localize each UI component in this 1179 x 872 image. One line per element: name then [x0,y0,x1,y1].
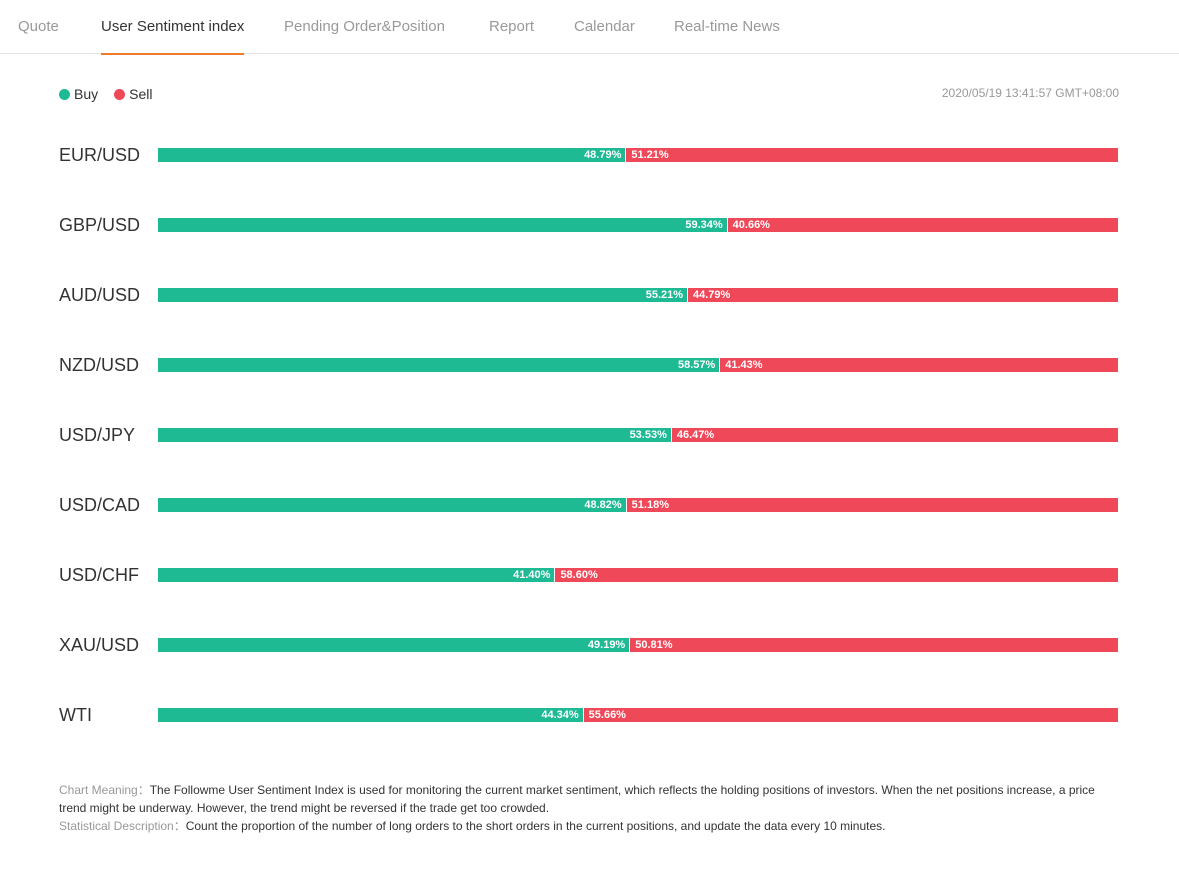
chart-meaning-label: Chart Meaning： [59,783,150,797]
tab-calendar[interactable]: Calendar [574,18,635,35]
sell-percent-label: 55.66% [588,709,626,721]
sell-bar-segment: 58.60% [555,568,1118,582]
buy-bar-segment: 41.40% [158,568,556,582]
tab-user-sentiment-index[interactable]: User Sentiment index [101,0,245,55]
tab-quote[interactable]: Quote [18,18,59,35]
sentiment-row: USD/CHF 41.40% 58.60% [0,560,1179,590]
buy-bar-segment: 48.79% [158,148,627,162]
buy-percent-label: 59.34% [685,219,723,231]
legend-sell[interactable]: Sell [114,86,152,102]
chart-meaning-text: The Followme User Sentiment Index is use… [59,783,1095,815]
buy-percent-label: 41.40% [513,569,551,581]
chart-notes: Chart Meaning：The Followme User Sentimen… [59,781,1119,835]
sentiment-row: GBP/USD 59.34% 40.66% [0,210,1179,240]
sell-percent-label: 46.47% [676,429,715,441]
sentiment-row: USD/JPY 53.53% 46.47% [0,420,1179,450]
tab-bar: Quote User Sentiment index Pending Order… [0,0,1179,55]
sentiment-bar[interactable]: 58.57% 41.43% [158,358,1118,372]
sell-bar-segment: 51.21% [626,148,1118,162]
pair-label: USD/CAD [59,495,141,515]
sell-percent-label: 41.43% [725,359,763,371]
buy-percent-label: 53.53% [629,429,667,441]
buy-bar-segment: 48.82% [158,498,627,512]
pair-label: NZD/USD [59,355,139,375]
sentiment-row: XAU/USD 49.19% 50.81% [0,630,1179,660]
buy-bar-segment: 49.19% [158,638,631,652]
sell-bar-segment: 41.43% [720,358,1118,372]
sell-percent-label: 51.18% [631,499,669,511]
sell-bar-segment: 46.47% [671,428,1118,442]
sentiment-bar[interactable]: 41.40% 58.60% [158,568,1118,582]
sell-percent-label: 50.81% [635,639,673,651]
sell-dot-icon [114,88,126,100]
statistical-description-text: Count the proportion of the number of lo… [185,819,886,833]
pair-label: AUD/USD [59,285,141,305]
buy-bar-segment: 58.57% [158,358,721,372]
legend-buy[interactable]: Buy [59,86,98,102]
sentiment-bar[interactable]: 59.34% 40.66% [158,218,1118,232]
sentiment-row: NZD/USD 58.57% 41.43% [0,350,1179,380]
sentiment-bar[interactable]: 49.19% 50.81% [158,638,1118,652]
sell-bar-segment: 55.66% [583,708,1118,722]
buy-bar-segment: 53.53% [158,428,672,442]
sell-bar-segment: 40.66% [727,218,1118,232]
chart-meaning-note: Chart Meaning：The Followme User Sentimen… [59,781,1119,817]
sentiment-row: EUR/USD 48.79% 51.21% [0,140,1179,170]
sentiment-row: WTI 44.34% 55.66% [0,700,1179,730]
legend-sell-label: Sell [129,86,153,102]
update-timestamp: 2020/05/19 13:41:57 GMT+08:00 [941,86,1119,100]
tab-report[interactable]: Report [489,18,535,35]
sell-bar-segment: 51.18% [626,498,1118,512]
pair-label: WTI [59,705,92,725]
pair-label: GBP/USD [59,215,141,235]
buy-percent-label: 48.79% [584,149,622,161]
sentiment-row: USD/CAD 48.82% 51.18% [0,490,1179,520]
buy-bar-segment: 59.34% [158,218,728,232]
tab-real-time-news[interactable]: Real-time News [674,18,780,35]
buy-percent-label: 58.57% [677,359,716,371]
sentiment-row: AUD/USD 55.21% 44.79% [0,280,1179,310]
sell-percent-label: 40.66% [732,219,770,231]
buy-percent-label: 44.34% [541,709,579,721]
buy-dot-icon [59,88,70,100]
legend-buy-label: Buy [74,86,99,102]
sentiment-bar[interactable]: 48.79% 51.21% [158,148,1118,162]
sell-percent-label: 51.21% [631,149,669,161]
sentiment-bar[interactable]: 48.82% 51.18% [158,498,1118,512]
buy-bar-segment: 55.21% [158,288,689,302]
buy-bar-segment: 44.34% [158,708,584,722]
sell-percent-label: 44.79% [693,289,731,301]
buy-percent-label: 48.82% [584,499,622,511]
pair-label: USD/JPY [59,425,136,445]
sell-percent-label: 58.60% [560,569,598,581]
sell-bar-segment: 50.81% [630,638,1118,652]
sentiment-bar[interactable]: 44.34% 55.66% [158,708,1118,722]
tab-pending-order-position[interactable]: Pending Order&Position [284,18,445,35]
chart-legend: Buy Sell [59,84,168,104]
pair-label: USD/CHF [59,565,139,585]
sentiment-bar[interactable]: 53.53% 46.47% [158,428,1118,442]
buy-percent-label: 55.21% [645,289,684,301]
pair-label: EUR/USD [59,145,141,165]
statistical-description-note: Statistical Description：Count the propor… [59,817,1119,835]
sell-bar-segment: 44.79% [688,288,1118,302]
buy-percent-label: 49.19% [587,639,626,651]
pair-label: XAU/USD [59,635,140,655]
sentiment-bar[interactable]: 55.21% 44.79% [158,288,1118,302]
statistical-description-label: Statistical Description： [59,819,186,833]
